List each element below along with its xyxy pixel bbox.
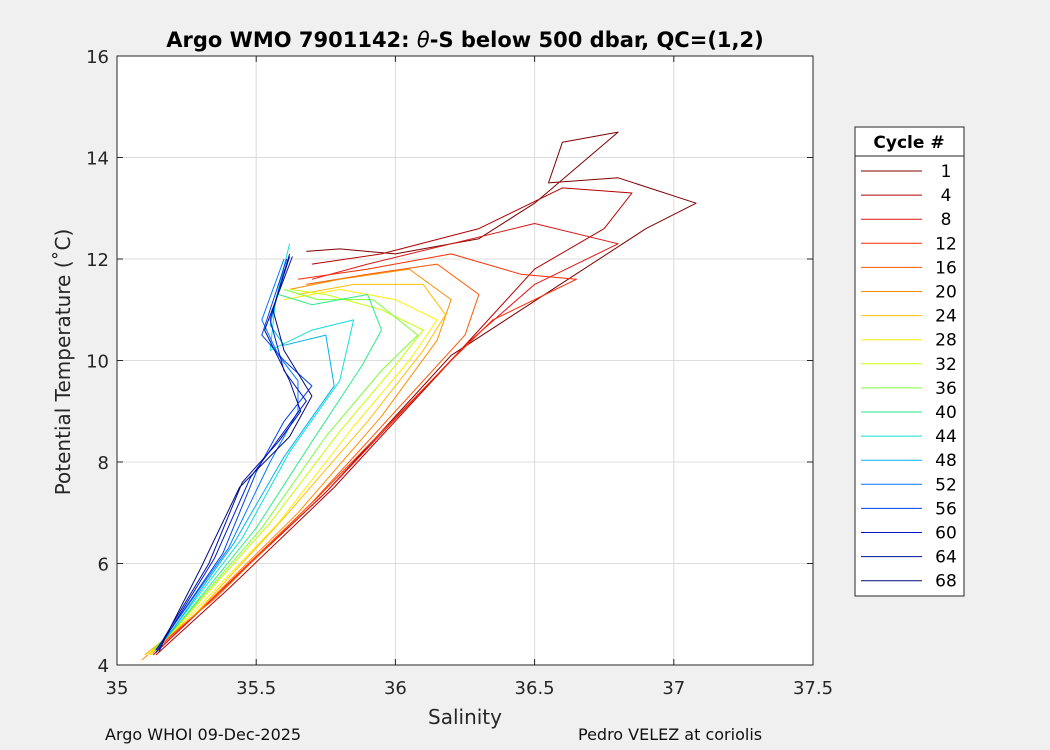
legend-label-44: 44 [935,427,957,447]
grid [117,56,813,665]
legend: Cycle # 14812162024283236404448525660646… [854,126,965,597]
y-tick-label: 12 [86,250,109,271]
x-tick-label: 37.5 [793,678,833,699]
legend-label-52: 52 [935,475,957,495]
legend-label-60: 60 [935,524,957,544]
series-cycle-4 [155,187,633,656]
y-tick-label: 14 [86,149,109,170]
x-tick-label: 35.5 [236,678,276,699]
legend-label-68: 68 [935,572,957,592]
series-cycle-40 [155,294,382,651]
legend-title: Cycle # [873,133,944,153]
y-tick-label: 8 [98,453,109,474]
legend-label-1: 1 [941,162,952,182]
y-tick-label: 6 [98,555,109,576]
legend-label-40: 40 [935,403,957,423]
legend-label-36: 36 [935,379,957,399]
ticks: 35 35.5 36 36.5 37 37.5 4 6 8 10 12 14 16 [86,47,833,699]
series-cycle-24 [144,283,446,656]
legend-label-56: 56 [935,499,957,519]
legend-label-4: 4 [941,186,952,206]
y-tick-label: 4 [98,656,109,677]
series-cycle-36 [152,288,419,651]
legend-label-12: 12 [935,234,957,254]
series-layer [141,131,697,661]
series-cycle-12 [150,253,577,656]
series-cycle-20 [141,268,452,661]
series-cycle-68 [155,256,313,653]
x-tick-label: 36.5 [515,678,555,699]
series-cycle-28 [147,288,438,656]
series-cycle-48 [155,268,335,651]
x-tick-label: 37 [662,678,685,699]
series-cycle-44 [155,243,355,651]
series-cycle-16 [144,263,480,656]
series-cycle-60 [158,253,307,653]
series-cycle-56 [158,258,313,651]
chart-title: Argo WMO 7901142: θ-S below 500 dbar, QC… [166,28,763,52]
x-tick-label: 35 [106,678,129,699]
series-cycle-64 [155,256,302,651]
legend-label-32: 32 [935,355,957,375]
footer-left: Argo WHOI 09-Dec-2025 [105,725,302,744]
series-cycle-52 [155,258,299,651]
x-axis-label: Salinity [428,705,502,729]
legend-label-48: 48 [935,451,957,471]
x-tick-label: 36 [384,678,407,699]
legend-label-16: 16 [935,258,957,278]
legend-label-28: 28 [935,331,957,351]
legend-box [854,126,965,597]
footer-right: Pedro VELEZ at coriolis [578,725,763,744]
y-axis-label: Potential Temperature (˚C) [51,229,75,496]
legend-label-8: 8 [941,210,952,230]
legend-label-24: 24 [935,307,957,327]
y-tick-label: 16 [86,47,109,68]
legend-label-20: 20 [935,283,957,303]
legend-label-64: 64 [935,548,957,568]
series-cycle-8 [152,223,619,656]
y-tick-label: 10 [86,352,109,373]
